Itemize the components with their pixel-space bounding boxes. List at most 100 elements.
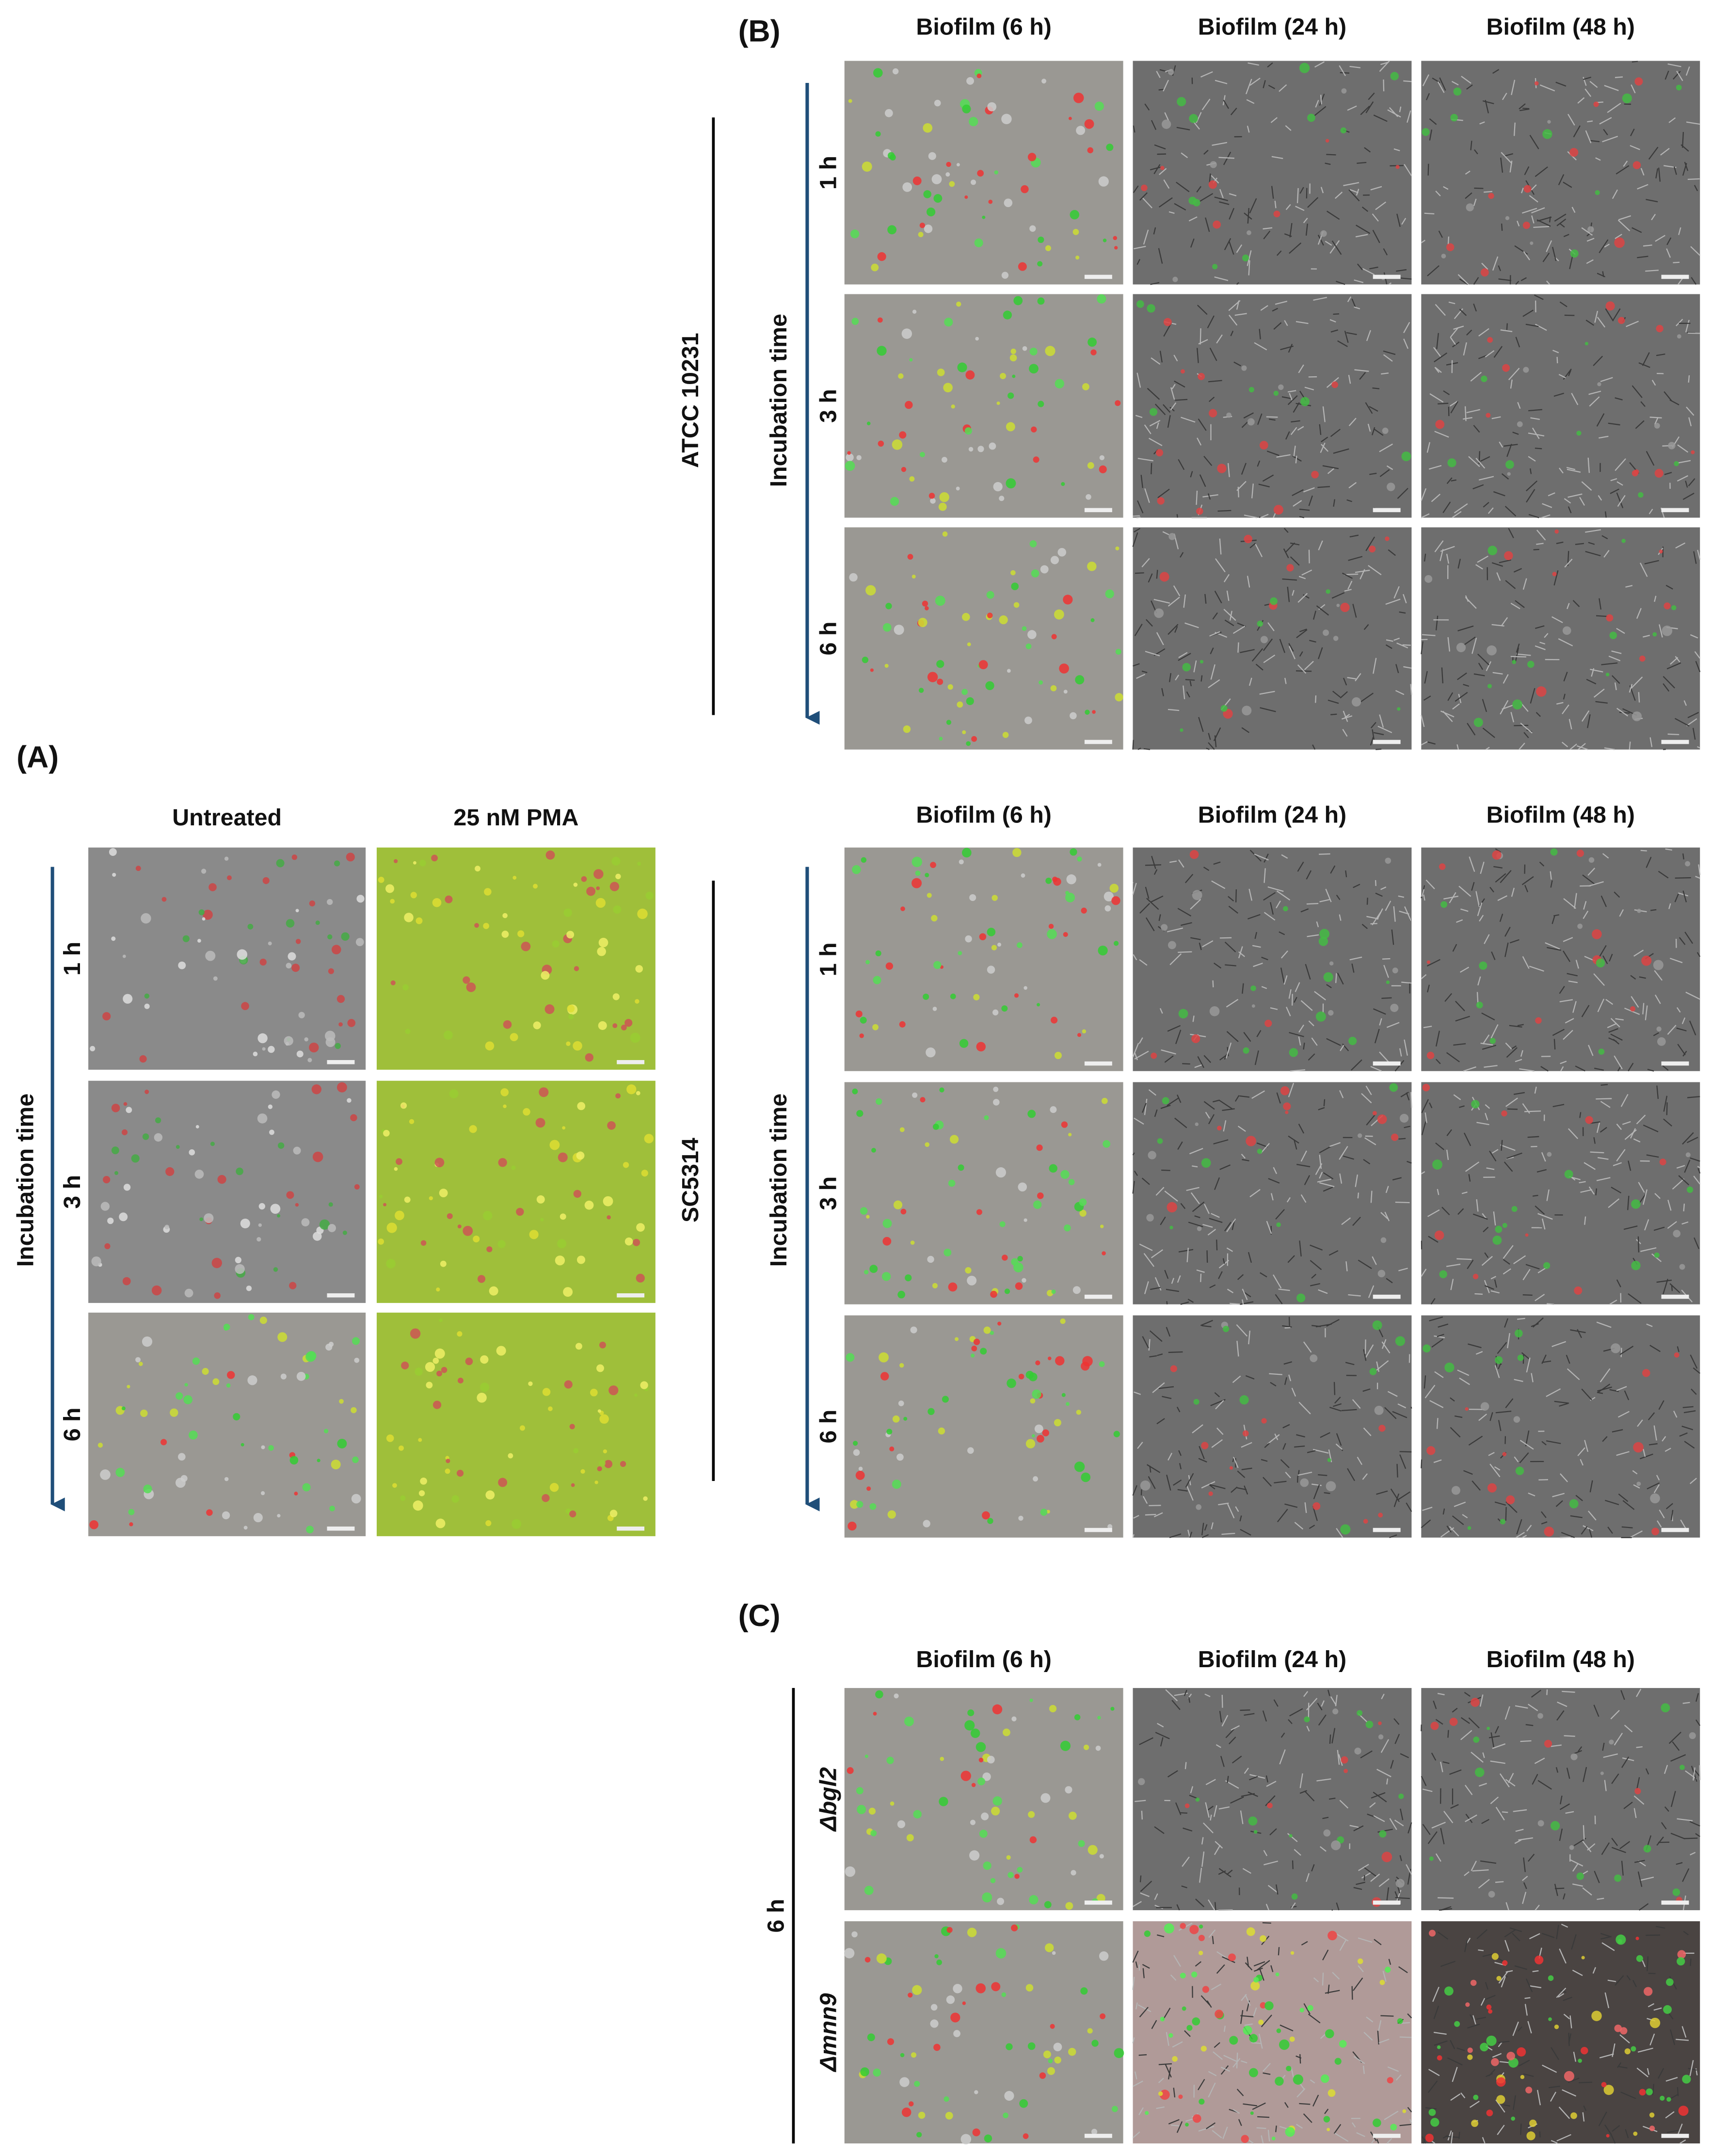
hypha [1360,1750,1373,1759]
hypha [1239,1515,1242,1522]
hypha [1467,723,1476,736]
hypha [1682,853,1684,860]
column-header: 25 nM PMA [453,804,578,831]
micrograph [1421,1688,1701,1911]
cell [911,2052,917,2058]
cell [276,859,285,868]
cell [928,152,936,160]
cell [924,225,933,233]
cell [1253,1830,1258,1834]
cell [1492,1235,1502,1245]
hypha [1497,895,1508,901]
hypha [1401,218,1407,225]
cell [1189,850,1199,859]
cell [930,2004,938,2011]
hypha [1688,332,1700,334]
hypha [1460,2092,1466,2099]
hypha [1330,865,1336,874]
hypha [1311,1483,1322,1486]
cell [961,848,972,858]
cell [1220,705,1228,712]
hypha [1532,1194,1538,1197]
hypha [1639,976,1646,979]
cell [176,1145,180,1149]
hypha [1132,1043,1139,1058]
hypha [1134,528,1141,533]
cell [1039,2072,1046,2079]
hypha [1471,1480,1481,1491]
hypha [1523,1857,1526,1872]
hypha [1333,499,1335,507]
cell [386,1223,397,1233]
hypha [1535,625,1545,629]
hypha [1448,301,1455,305]
cell [931,915,938,922]
hypha [1690,634,1698,639]
cell [1212,264,1218,270]
cell [615,873,621,880]
hypha [1663,748,1666,750]
hypha [1274,201,1277,209]
column-header: Untreated [172,804,282,831]
cell [609,1510,618,1517]
cell [1209,409,1217,418]
cell [1329,961,1334,966]
cell [385,884,395,893]
cell [1066,874,1076,885]
hypha [1664,1806,1669,1812]
hypha [1165,2064,1172,2078]
cell [1310,1354,1318,1362]
hypha [1311,1037,1318,1046]
hypha [1535,1904,1540,1911]
hypha [1443,896,1459,900]
hypha [1614,682,1617,691]
hypha [1355,569,1370,573]
cell [1213,220,1221,229]
cell [626,1084,637,1094]
hypha [1457,559,1461,569]
cell [864,1957,871,1963]
cell [1286,2066,1292,2072]
hypha [1221,1532,1235,1535]
cell [1029,1895,1039,1905]
cell [1076,1410,1082,1415]
hypha [1541,1932,1555,1938]
scale-bar [1373,2134,1401,2138]
cell [992,1704,1003,1715]
hypha [1423,1375,1426,1389]
cell [1465,1407,1469,1411]
hypha [1388,549,1396,556]
hypha [1280,1459,1290,1468]
cell [1195,1122,1199,1126]
hypha [1683,1410,1696,1414]
cell [594,1480,598,1484]
hypha [1186,691,1190,698]
hypha [1676,1862,1683,1865]
cell [989,442,996,450]
cell [590,1388,598,1397]
scale-bar [1084,508,1112,513]
hypha [1348,418,1357,426]
hypha [1435,1853,1441,1862]
hypha [1452,2067,1458,2082]
hypha [1300,1194,1307,1203]
hypha [1524,166,1530,176]
hypha [1241,727,1250,733]
cell [1011,1716,1017,1722]
cell [893,1200,903,1209]
cell [1379,1830,1387,1838]
cell [309,1042,319,1053]
hypha [1631,84,1636,94]
cell [1003,1728,1010,1737]
hypha [1393,638,1400,641]
hypha [1151,2020,1157,2029]
hypha [1278,1288,1290,1291]
hypha [1531,1145,1537,1147]
hypha [1636,1689,1642,1697]
cell [926,207,936,217]
hypha [1695,1719,1701,1726]
cell [1104,905,1111,912]
hypha [1173,585,1181,596]
hypha [1593,973,1605,986]
cell [971,736,977,742]
